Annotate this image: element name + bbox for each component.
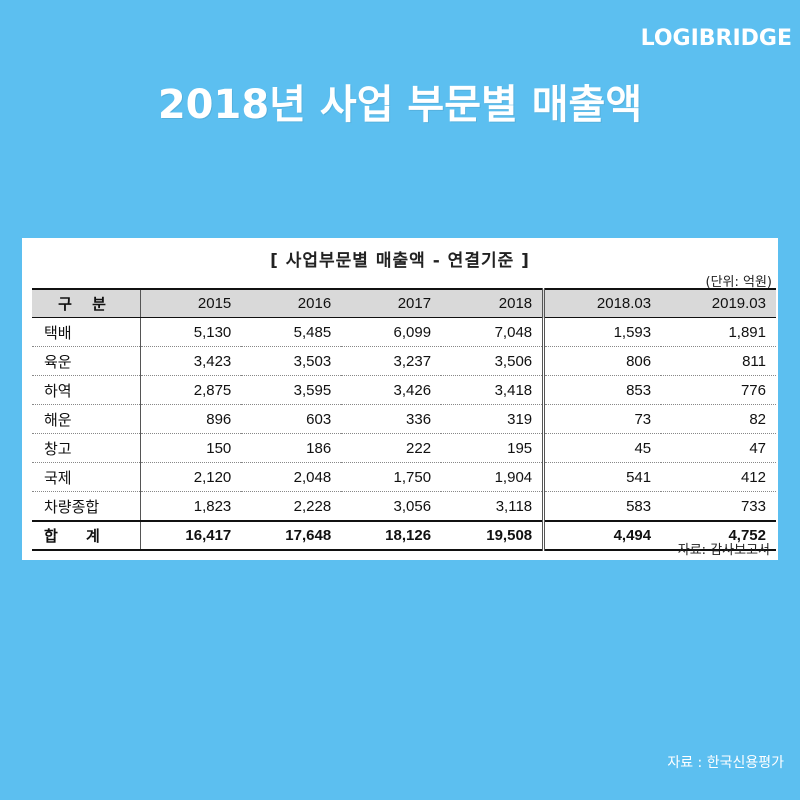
- unit-label: (단위: 억원): [705, 275, 773, 290]
- page-title: 2018년 사업 부문별 매출액: [157, 82, 643, 128]
- source-credit: 자료 : 한국신용평가: [667, 755, 784, 771]
- row-label: 합 계: [32, 520, 141, 551]
- column-header: 2016: [241, 288, 342, 318]
- table-cell: 853: [542, 375, 662, 405]
- table-cell: 1,904: [441, 462, 544, 492]
- table-row: 국제 2,120 2,048 1,750 1,904 541 412: [32, 462, 776, 492]
- table-row: 해운 896 603 336 319 73 82: [32, 404, 776, 434]
- table-cell: 2,048: [241, 462, 342, 492]
- table-cell: 2,120: [140, 462, 242, 492]
- column-header: 2018.03: [542, 288, 662, 318]
- table-row: 육운 3,423 3,503 3,237 3,506 806 811: [32, 346, 776, 376]
- table-cell: 733: [661, 491, 776, 522]
- column-header: 2018: [441, 288, 544, 318]
- table-row: 창고 150 186 222 195 45 47: [32, 433, 776, 463]
- table-cell: 17,648: [241, 520, 342, 551]
- table-cell: 2,875: [140, 375, 242, 405]
- table-cell: 222: [341, 433, 442, 463]
- table-cell: 541: [542, 462, 662, 492]
- table-cell: 3,423: [140, 346, 242, 376]
- table-cell: 776: [661, 375, 776, 405]
- total-row: 합 계 16,417 17,648 18,126 19,508 4,494 4,…: [32, 520, 776, 551]
- table-cell: 3,503: [241, 346, 342, 376]
- row-label: 해운: [32, 404, 141, 434]
- table-cell: 6,099: [341, 317, 442, 347]
- table-cell: 3,506: [441, 346, 544, 376]
- table-cell: 811: [661, 346, 776, 376]
- table-cell: 603: [241, 404, 342, 434]
- table-cell: 18,126: [341, 520, 442, 551]
- row-label: 하역: [32, 375, 141, 405]
- table-cell: 5,130: [140, 317, 242, 347]
- table-cell: 3,595: [241, 375, 342, 405]
- table-cell: 186: [241, 433, 342, 463]
- table-cell: 583: [542, 491, 662, 522]
- row-label: 국제: [32, 462, 141, 492]
- table-cell: 896: [140, 404, 242, 434]
- table-row: 택배 5,130 5,485 6,099 7,048 1,593 1,891: [32, 317, 776, 347]
- column-header: 2019.03: [661, 288, 776, 318]
- table-cell: 1,823: [140, 491, 242, 522]
- table-cell: 73: [542, 404, 662, 434]
- row-label: 창고: [32, 433, 141, 463]
- table-title: [ 사업부문별 매출액 - 연결기준 ]: [270, 251, 530, 271]
- table-cell: 45: [542, 433, 662, 463]
- table-cell: 4,494: [542, 520, 662, 551]
- table-cell: 150: [140, 433, 242, 463]
- table-cell: 1,750: [341, 462, 442, 492]
- row-label: 차량종합: [32, 491, 141, 522]
- table-source-note: 자료: 감사보고서: [677, 543, 770, 558]
- table-cell: 2,228: [241, 491, 342, 522]
- table-cell: 4,752: [661, 520, 776, 551]
- brand-logo: LOGIBRIDGE: [640, 26, 792, 51]
- table-cell: 7,048: [441, 317, 544, 347]
- table-panel: [ 사업부문별 매출액 - 연결기준 ] (단위: 억원) 구 분 2015 2…: [22, 238, 778, 560]
- header-row: 구 분 2015 2016 2017 2018 2018.03 2019.03: [32, 288, 776, 318]
- table-cell: 1,593: [542, 317, 662, 347]
- table-cell: 319: [441, 404, 544, 434]
- table-cell: 1,891: [661, 317, 776, 347]
- column-header: 2017: [341, 288, 442, 318]
- row-label: 택배: [32, 317, 141, 347]
- table-cell: 3,237: [341, 346, 442, 376]
- table-cell: 47: [661, 433, 776, 463]
- table-cell: 412: [661, 462, 776, 492]
- table-cell: 3,418: [441, 375, 544, 405]
- table-cell: 336: [341, 404, 442, 434]
- header-label: 구 분: [32, 288, 141, 318]
- column-header: 2015: [140, 288, 242, 318]
- table-cell: 19,508: [441, 520, 544, 551]
- table-cell: 3,426: [341, 375, 442, 405]
- sales-table: 구 분 2015 2016 2017 2018 2018.03 2019.03 …: [32, 288, 776, 551]
- table-cell: 3,056: [341, 491, 442, 522]
- table-cell: 3,118: [441, 491, 544, 522]
- table-cell: 806: [542, 346, 662, 376]
- table-cell: 16,417: [140, 520, 242, 551]
- table-cell: 195: [441, 433, 544, 463]
- table-cell: 5,485: [241, 317, 342, 347]
- row-label: 육운: [32, 346, 141, 376]
- table-cell: 82: [661, 404, 776, 434]
- table-row: 하역 2,875 3,595 3,426 3,418 853 776: [32, 375, 776, 405]
- table-row: 차량종합 1,823 2,228 3,056 3,118 583 733: [32, 491, 776, 522]
